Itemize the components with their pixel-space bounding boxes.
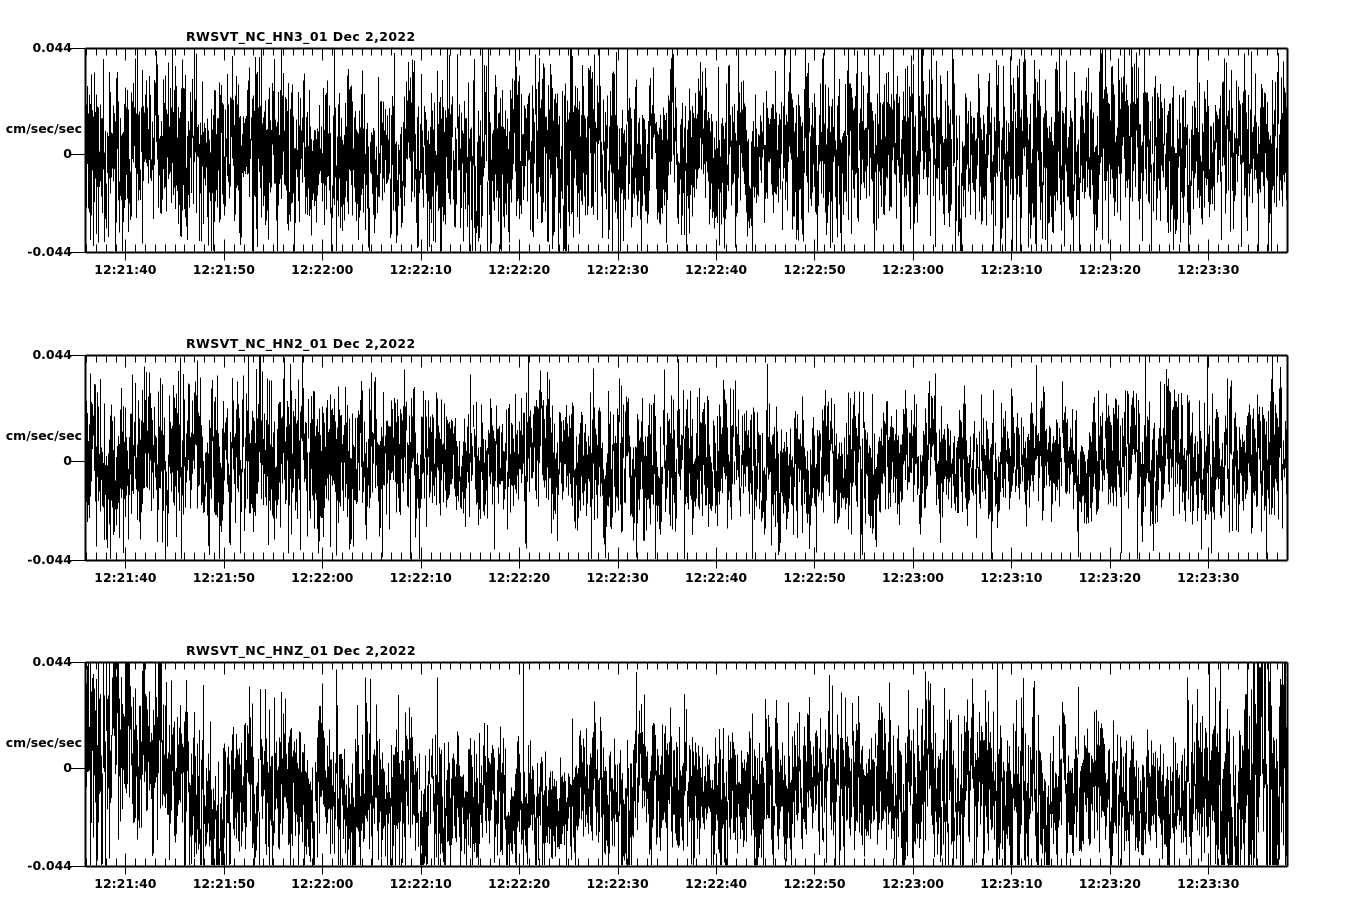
- y-axis-min-label: -0.044: [27, 858, 72, 873]
- x-axis-tick-label: 12:23:00: [882, 876, 944, 891]
- x-axis-tick-label: 12:22:30: [586, 876, 648, 891]
- axis-frame: [84, 47, 1289, 254]
- x-axis-tick-label: 12:22:40: [685, 876, 747, 891]
- x-axis-tick-label: 12:21:40: [94, 262, 156, 277]
- x-axis-tick-label: 12:23:20: [1079, 570, 1141, 585]
- x-axis-tick-label: 12:22:20: [488, 570, 550, 585]
- waveform-trace: [86, 356, 1287, 559]
- panel-title: RWSVT_NC_HNZ_01 Dec 2,2022: [186, 643, 416, 659]
- x-axis-tick-label: 12:22:30: [586, 262, 648, 277]
- x-axis-tick-label: 12:22:20: [488, 876, 550, 891]
- y-axis-max-label: 0.044: [32, 40, 72, 55]
- axis-ticks: [69, 354, 1279, 569]
- x-axis-tick-label: 12:21:50: [193, 262, 255, 277]
- y-axis-max-label: 0.044: [32, 654, 72, 669]
- x-axis-tick-label: 12:21:40: [94, 570, 156, 585]
- y-axis-zero-label: 0: [63, 453, 72, 468]
- y-axis-zero-label: 0: [63, 760, 72, 775]
- axis-frame: [84, 354, 1289, 562]
- x-axis-tick-label: 12:23:10: [980, 876, 1042, 891]
- y-axis-min-label: -0.044: [27, 244, 72, 259]
- panel-title: RWSVT_NC_HN2_01 Dec 2,2022: [186, 336, 416, 352]
- x-axis-tick-label: 12:22:40: [685, 262, 747, 277]
- x-axis-tick-label: 12:23:00: [882, 570, 944, 585]
- axis-frame: [84, 661, 1289, 868]
- waveform-trace: [86, 663, 1287, 865]
- x-axis-tick-label: 12:22:30: [586, 570, 648, 585]
- x-axis-tick-label: 12:23:20: [1079, 262, 1141, 277]
- x-axis-tick-label: 12:22:40: [685, 570, 747, 585]
- y-axis-units-label: cm/sec/sec: [6, 121, 82, 136]
- panel-title: RWSVT_NC_HN3_01 Dec 2,2022: [186, 29, 416, 45]
- axis-ticks: [69, 661, 1279, 875]
- waveform-trace: [86, 49, 1287, 251]
- waveform-panel-hnz: RWSVT_NC_HNZ_01 Dec 2,2022 0.044 0 -0.044 cm…: [0, 614, 1358, 924]
- y-axis-units-label: cm/sec/sec: [6, 735, 82, 750]
- waveform-panel-hn2: RWSVT_NC_HN2_01 Dec 2,2022 0.044 0 -0.044 cm…: [0, 307, 1358, 615]
- x-axis-tick-label: 12:22:00: [291, 876, 353, 891]
- x-axis-tick-label: 12:23:30: [1177, 262, 1239, 277]
- waveform-panel-hn3: RWSVT_NC_HN3_01 Dec 2,2022 0.044 0 -0.044 cm…: [0, 0, 1358, 308]
- x-axis-tick-label: 12:22:50: [783, 876, 845, 891]
- y-axis-zero-label: 0: [63, 146, 72, 161]
- x-axis-tick-label: 12:23:00: [882, 262, 944, 277]
- x-axis-tick-label: 12:22:10: [390, 570, 452, 585]
- x-axis-tick-label: 12:23:20: [1079, 876, 1141, 891]
- x-axis-tick-label: 12:21:50: [193, 570, 255, 585]
- x-axis-tick-label: 12:23:10: [980, 262, 1042, 277]
- axis-ticks: [69, 47, 1279, 261]
- x-axis-tick-label: 12:22:00: [291, 570, 353, 585]
- x-axis-tick-label: 12:23:10: [980, 570, 1042, 585]
- x-axis-tick-label: 12:23:30: [1177, 876, 1239, 891]
- x-axis-tick-label: 12:23:30: [1177, 570, 1239, 585]
- x-axis-tick-label: 12:22:10: [390, 876, 452, 891]
- y-axis-min-label: -0.044: [27, 552, 72, 567]
- y-axis-max-label: 0.044: [32, 347, 72, 362]
- x-axis-tick-label: 12:22:10: [390, 262, 452, 277]
- x-axis-tick-label: 12:21:50: [193, 876, 255, 891]
- y-axis-units-label: cm/sec/sec: [6, 428, 82, 443]
- x-axis-tick-label: 12:22:50: [783, 262, 845, 277]
- x-axis-tick-label: 12:21:40: [94, 876, 156, 891]
- x-axis-tick-label: 12:22:20: [488, 262, 550, 277]
- x-axis-tick-label: 12:22:50: [783, 570, 845, 585]
- x-axis-tick-label: 12:22:00: [291, 262, 353, 277]
